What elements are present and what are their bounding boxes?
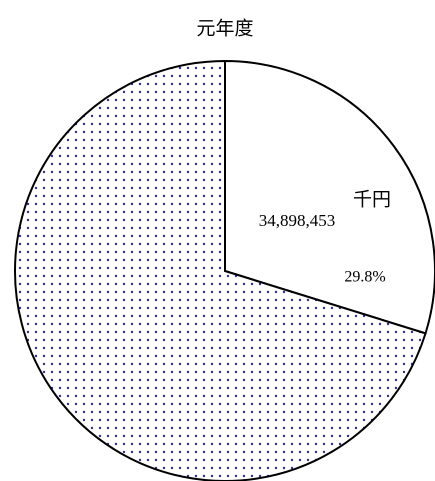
amount-label: 34,898,453 [259,211,336,230]
value-label: 29.8% [344,269,385,286]
chart-title: 元年度 [196,17,253,39]
pie-slice [14,59,427,481]
unit-label: 千円 [353,188,391,210]
